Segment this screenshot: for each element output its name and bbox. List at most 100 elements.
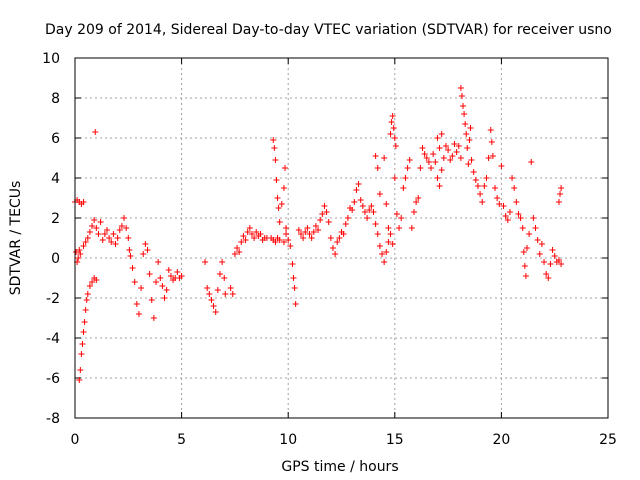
data-point bbox=[248, 231, 255, 237]
data-point bbox=[325, 219, 332, 225]
data-point bbox=[216, 271, 223, 277]
data-point bbox=[361, 209, 368, 215]
y-tick-label: 6 bbox=[51, 131, 60, 147]
data-point bbox=[489, 153, 496, 159]
data-point bbox=[387, 231, 394, 237]
data-point bbox=[366, 207, 373, 213]
data-point bbox=[101, 231, 108, 237]
data-point bbox=[146, 271, 153, 277]
x-tick-label: 15 bbox=[386, 432, 404, 448]
data-point bbox=[487, 127, 494, 133]
data-point bbox=[447, 157, 454, 163]
data-point bbox=[302, 229, 309, 235]
data-point bbox=[121, 215, 128, 221]
data-point bbox=[86, 283, 93, 289]
data-point bbox=[364, 215, 371, 221]
data-point bbox=[159, 283, 166, 289]
data-point bbox=[436, 145, 443, 151]
data-point bbox=[492, 185, 499, 191]
data-point bbox=[519, 225, 526, 231]
data-point bbox=[442, 143, 449, 149]
data-point bbox=[451, 141, 458, 147]
data-point bbox=[270, 137, 277, 143]
data-point bbox=[138, 285, 145, 291]
data-point bbox=[84, 235, 91, 241]
data-points bbox=[72, 85, 565, 383]
data-point bbox=[108, 239, 115, 245]
data-point bbox=[334, 239, 341, 245]
data-point bbox=[370, 209, 377, 215]
data-point bbox=[290, 275, 297, 281]
data-point bbox=[103, 227, 110, 233]
plot-frame bbox=[74, 57, 609, 419]
y-tick-label: -6 bbox=[46, 371, 60, 387]
data-point bbox=[238, 239, 245, 245]
data-point bbox=[523, 245, 530, 251]
data-point bbox=[387, 131, 394, 137]
data-point bbox=[135, 311, 142, 317]
data-point bbox=[538, 241, 545, 247]
data-point bbox=[231, 251, 238, 257]
data-point bbox=[206, 291, 213, 297]
data-point bbox=[285, 237, 292, 243]
data-point bbox=[455, 143, 462, 149]
data-point bbox=[82, 307, 89, 313]
data-point bbox=[520, 249, 527, 255]
data-point bbox=[389, 241, 396, 247]
data-point bbox=[391, 135, 398, 141]
data-point bbox=[77, 367, 84, 373]
data-point bbox=[368, 203, 375, 209]
data-point bbox=[163, 287, 170, 293]
data-point bbox=[86, 229, 93, 235]
data-point bbox=[242, 237, 249, 243]
data-point bbox=[315, 227, 322, 233]
data-point bbox=[376, 243, 383, 249]
data-point bbox=[212, 309, 219, 315]
data-point bbox=[110, 231, 117, 237]
data-point bbox=[297, 231, 304, 237]
data-point bbox=[465, 161, 472, 167]
data-point bbox=[272, 157, 279, 163]
data-point bbox=[80, 199, 87, 205]
y-tick-label: 2 bbox=[51, 211, 60, 227]
data-point bbox=[142, 241, 149, 247]
data-point bbox=[114, 235, 121, 241]
data-point bbox=[511, 185, 518, 191]
data-point bbox=[271, 145, 278, 151]
data-point bbox=[372, 153, 379, 159]
data-point bbox=[118, 223, 125, 229]
data-point bbox=[306, 231, 313, 237]
data-point bbox=[80, 243, 87, 249]
data-point bbox=[234, 245, 241, 251]
data-point bbox=[282, 165, 289, 171]
data-point bbox=[436, 183, 443, 189]
data-point bbox=[208, 297, 215, 303]
data-point bbox=[509, 175, 516, 181]
data-point bbox=[485, 155, 492, 161]
data-point bbox=[84, 291, 91, 297]
data-point bbox=[425, 159, 432, 165]
data-point bbox=[78, 351, 85, 357]
data-point bbox=[379, 251, 386, 257]
data-point bbox=[413, 199, 420, 205]
data-point bbox=[222, 291, 229, 297]
data-point bbox=[251, 235, 258, 241]
data-point bbox=[280, 185, 287, 191]
data-point bbox=[89, 279, 96, 285]
data-point bbox=[391, 175, 398, 181]
data-point bbox=[75, 255, 82, 261]
y-tick-label: 4 bbox=[51, 171, 60, 187]
data-point bbox=[227, 285, 234, 291]
data-point bbox=[273, 177, 280, 183]
data-point bbox=[449, 153, 456, 159]
y-tick-label: -2 bbox=[46, 291, 60, 307]
data-point bbox=[308, 235, 315, 241]
data-point bbox=[421, 151, 428, 157]
y-axis-label: SDTVAR / TECUs bbox=[8, 181, 24, 296]
data-point bbox=[276, 237, 283, 243]
data-point bbox=[116, 227, 123, 233]
data-point bbox=[428, 165, 435, 171]
data-point bbox=[460, 103, 467, 109]
data-point bbox=[287, 243, 294, 249]
data-point bbox=[517, 215, 524, 221]
